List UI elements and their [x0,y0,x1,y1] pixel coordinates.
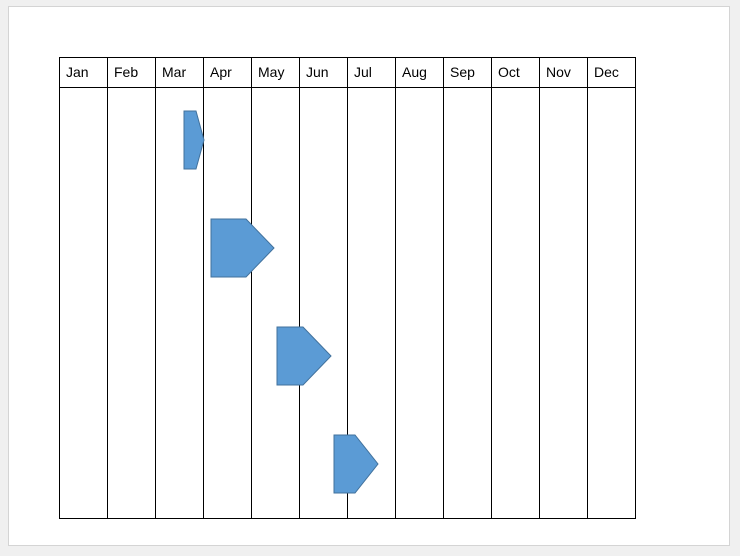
month-aug: Aug [396,58,444,87]
column-jun [300,87,348,518]
month-mar: Mar [156,58,204,87]
column-sep [444,87,492,518]
month-may: May [252,58,300,87]
column-may [252,87,300,518]
column-aug [396,87,444,518]
column-apr [204,87,252,518]
month-oct: Oct [492,58,540,87]
column-feb [108,87,156,518]
month-header-row: Jan Feb Mar Apr May Jun Jul Aug Sep Oct … [60,58,635,88]
month-jan: Jan [60,58,108,87]
column-nov [540,87,588,518]
column-jan [60,87,108,518]
month-jun: Jun [300,58,348,87]
timeline-table: Jan Feb Mar Apr May Jun Jul Aug Sep Oct … [59,57,636,519]
month-dec: Dec [594,64,619,80]
month-sep: Sep [444,58,492,87]
timeline-body [60,87,635,518]
column-dec [588,87,635,518]
column-jul [348,87,396,518]
month-nov: Nov [540,58,588,87]
month-apr: Apr [204,58,252,87]
column-oct [492,87,540,518]
month-jul: Jul [348,58,396,87]
column-mar [156,87,204,518]
month-feb: Feb [108,58,156,87]
